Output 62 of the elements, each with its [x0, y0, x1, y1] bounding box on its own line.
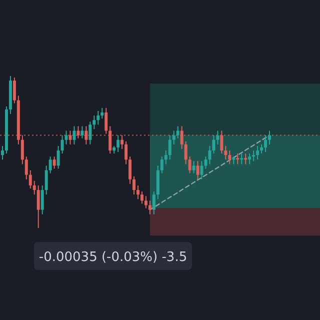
candlestick — [236, 153, 240, 165]
candlestick — [268, 130, 272, 145]
candlestick — [0, 145, 4, 160]
candlestick — [212, 134, 216, 154]
candlestick — [84, 126, 88, 145]
candlestick — [24, 156, 28, 180]
candlestick — [216, 130, 220, 145]
candlestick — [56, 145, 60, 170]
candlestick — [32, 180, 36, 196]
candlestick — [224, 145, 228, 160]
candlestick — [52, 156, 56, 170]
candlestick — [144, 196, 148, 209]
candlestick — [264, 134, 268, 152]
candlestick — [136, 184, 140, 200]
candlestick — [164, 150, 168, 165]
candlestick — [64, 130, 68, 145]
candlestick — [132, 176, 136, 196]
candlestick — [244, 153, 248, 165]
candlestick — [28, 170, 32, 189]
candlestick — [20, 134, 24, 165]
candlestick — [120, 134, 124, 150]
candlestick — [220, 130, 224, 154]
candlestick — [192, 160, 196, 174]
candlestick — [172, 130, 176, 145]
candlestick — [180, 126, 184, 150]
candlestick — [92, 115, 96, 130]
candlestick — [60, 134, 64, 154]
candlestick — [12, 77, 16, 104]
candlestick — [148, 200, 152, 215]
candlestick — [48, 156, 52, 174]
candlestick — [40, 184, 44, 215]
candlestick — [168, 134, 172, 160]
candlestick — [252, 150, 256, 162]
candlestick — [88, 121, 92, 145]
candlestick — [96, 110, 100, 126]
text: -0.00035 (-0.03%) -3.5 — [38, 250, 188, 265]
candlestick — [100, 107, 104, 120]
candlestick — [108, 126, 112, 154]
candlestick — [80, 126, 84, 139]
candlestick — [68, 130, 72, 145]
candlestick — [240, 153, 244, 165]
candlestick — [196, 160, 200, 180]
candlestick — [104, 107, 108, 134]
candlestick — [176, 126, 180, 139]
candlestick — [256, 145, 260, 160]
candlestick — [116, 134, 120, 152]
candlestick — [260, 144, 264, 154]
candlestick — [200, 160, 204, 180]
candlestick — [208, 145, 212, 165]
candlestick — [188, 156, 192, 174]
candlestick — [248, 153, 252, 165]
candlestick — [228, 150, 232, 165]
candlestick — [76, 126, 80, 139]
candlestick — [124, 140, 128, 165]
candlestick — [184, 140, 188, 165]
candlestick — [72, 126, 76, 145]
candlestick — [152, 191, 156, 215]
candlestick — [140, 191, 144, 204]
candlestick — [128, 156, 132, 184]
candlestick — [160, 156, 164, 174]
candlestick — [44, 165, 48, 196]
candlestick — [36, 184, 40, 228]
